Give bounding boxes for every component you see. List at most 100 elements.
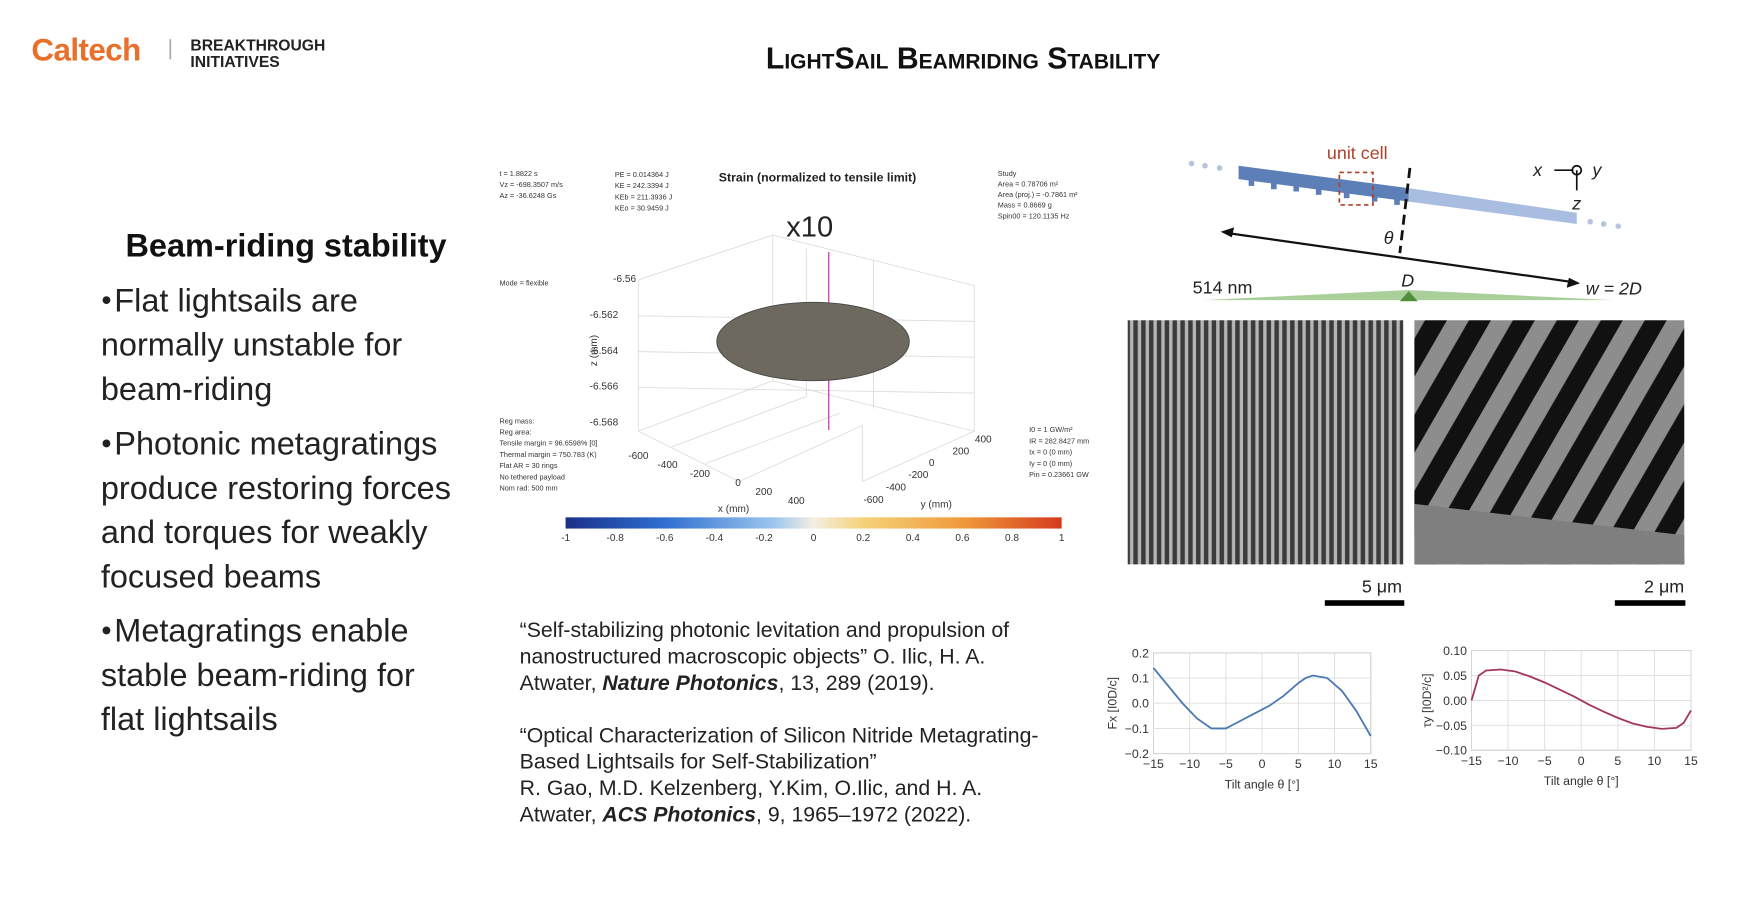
- sim-title: Strain (normalized to tensile limit): [719, 170, 916, 184]
- z-tick-label: -6.562: [590, 310, 619, 321]
- colorbar-tick-label: 0.6: [955, 533, 969, 544]
- scale-bar: [1324, 600, 1405, 606]
- reference-line: Based Lightsails for Self-Stabilization”: [520, 750, 877, 774]
- readout: PE = 0.014364 J: [615, 170, 669, 179]
- curve: [1470, 668, 1692, 730]
- x-tick-label: −15: [1143, 757, 1164, 771]
- curve: [1152, 667, 1372, 737]
- arrow-head: [1566, 277, 1581, 288]
- journal: ACS Photonics: [601, 802, 756, 826]
- reference-text: , 9, 1965–1972 (2022).: [756, 802, 971, 826]
- sail-section: [1238, 165, 1409, 202]
- readout: Ix = 0 (0 mm): [1029, 448, 1072, 457]
- bullet-line: produce restoring forces: [101, 470, 451, 506]
- readout: Area = 0.78706 m²: [998, 179, 1059, 188]
- sail-section: [1408, 188, 1577, 224]
- partner-line: BREAKTHROUGH: [190, 37, 325, 54]
- section-heading: Beam-riding stability: [125, 227, 446, 263]
- x-tick-label: 15: [1364, 757, 1378, 771]
- sail-disk: [716, 301, 910, 382]
- reference-text: , 13, 289 (2019).: [778, 671, 934, 695]
- y-tick-label: 0.00: [1443, 694, 1467, 708]
- arrow-head: [1220, 227, 1235, 238]
- x-tick-label: 5: [1295, 757, 1302, 771]
- x-tick-label: -200: [690, 469, 711, 480]
- x-tick-label: 0: [1259, 757, 1266, 771]
- z-tick-label: -6.564: [590, 346, 619, 357]
- readout: I0 = 1 GW/m²: [1029, 425, 1073, 434]
- readout: Spin00 = 120.1135 Hz: [998, 211, 1070, 220]
- readout: Vz = -698.3507 m/s: [500, 180, 564, 189]
- colorbar-tick-label: 0.4: [906, 533, 920, 544]
- colorbar: [565, 517, 1062, 529]
- z-tick-label: -6.566: [590, 382, 619, 393]
- unit-cell-label: unit cell: [1327, 143, 1388, 163]
- dots: [1188, 160, 1621, 229]
- wavelength: 514 nm: [1193, 277, 1253, 297]
- journal: Nature Photonics: [602, 671, 778, 695]
- y-tick-label: 0.10: [1443, 644, 1467, 658]
- bullet-line: flat lightsails: [101, 701, 278, 737]
- readout: Iy = 0 (0 mm): [1029, 459, 1072, 468]
- y-tick-label: 200: [952, 447, 969, 458]
- x-tick-label: 0: [1578, 754, 1585, 768]
- colorbar-tick-label: -0.4: [706, 533, 724, 544]
- scale-label: 2 μm: [1644, 576, 1684, 596]
- y-tick-label: -600: [863, 495, 884, 506]
- z-tick-label: -6.568: [590, 418, 619, 429]
- x-tick-label: 0: [735, 478, 741, 489]
- readout: KEo = 30.9459 J: [615, 204, 669, 213]
- y-tick-label: 0: [929, 458, 935, 469]
- reference-line: Atwater, Nature Photonics, 13, 289 (2019…: [520, 671, 935, 695]
- x-tick-label: -400: [657, 460, 678, 471]
- colorbar-tick-label: -0.2: [755, 533, 773, 544]
- readout: Reg mass:: [500, 416, 535, 425]
- axis-label: z: [1571, 193, 1581, 213]
- readout: IR = 282.8427 mm: [1029, 436, 1089, 445]
- readout: KEb = 211.3936 J: [615, 192, 673, 201]
- y-tick-label: −0.05: [1436, 719, 1467, 733]
- axis-label: x: [1532, 160, 1543, 180]
- references: “Self-stabilizing photonic levitation an…: [520, 618, 1039, 826]
- grating-teeth: [1248, 176, 1400, 205]
- scale-bar: [1614, 600, 1686, 606]
- z-tick-label: -6.56: [613, 274, 636, 285]
- readout: Mass = 0.8669 g: [998, 201, 1052, 210]
- reference-line: R. Gao, M.D. Kelzenberg, Y.Kim, O.Ilic, …: [520, 776, 983, 800]
- readout: Thermal margin = 750.783 (K): [500, 450, 597, 459]
- bullet-line: stable beam-riding for: [101, 657, 415, 693]
- width-arrow: [1226, 231, 1574, 284]
- y-label: y (mm): [921, 499, 952, 510]
- y-tick-label: -400: [886, 482, 907, 493]
- y-axis-label: Fx [I0D/c]: [1106, 677, 1120, 730]
- simulation-panel: Strain (normalized to tensile limit) x10…: [500, 169, 1090, 544]
- readout: t = 1.8822 s: [500, 169, 539, 178]
- x-tick-label: −5: [1219, 757, 1233, 771]
- reference-text: Atwater,: [520, 802, 603, 826]
- readout: Pin = 0.23661 GW: [1029, 470, 1089, 479]
- y-axis-label: τy [I0D²/c]: [1420, 673, 1434, 727]
- logo: Caltech: [31, 32, 140, 67]
- bullet-line: Flat lightsails are: [114, 282, 358, 318]
- bullet-line: focused beams: [101, 558, 321, 594]
- bullet-list: Flat lightsails are normally unstable for…: [101, 282, 451, 737]
- readout: No tethered payload: [500, 472, 565, 481]
- slide-title: LightSail Beamriding Stability: [766, 42, 1160, 75]
- y-tick-label: 0.0: [1132, 697, 1149, 711]
- sem-ledge: [1414, 503, 1685, 565]
- y-tick-label: -200: [908, 470, 929, 481]
- x-tick-label: −10: [1498, 754, 1519, 768]
- bullet-dot: [102, 626, 111, 635]
- y-tick-label: 0.05: [1443, 669, 1467, 683]
- x-tick-label: 10: [1648, 754, 1662, 768]
- reference-text: Based Lightsails for Self-Stabilization”: [520, 750, 877, 774]
- colorbar-tick-label: -0.8: [607, 533, 625, 544]
- y-tick-label: −0.1: [1125, 722, 1149, 736]
- bullet-line: beam-riding: [101, 371, 272, 407]
- bullet-line: Photonic metagratings: [114, 426, 437, 462]
- x-axis-label: Tilt angle θ [°]: [1544, 774, 1619, 788]
- x-tick-label: 15: [1684, 754, 1698, 768]
- magnification: x10: [786, 211, 833, 243]
- scale-label: 5 μm: [1362, 576, 1402, 596]
